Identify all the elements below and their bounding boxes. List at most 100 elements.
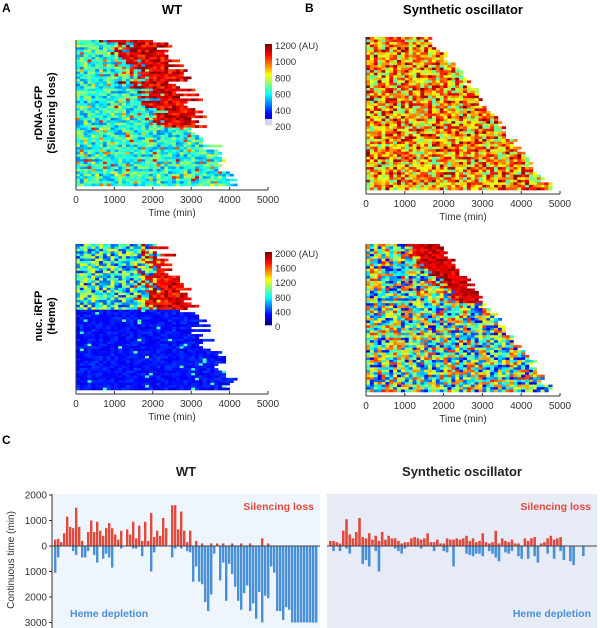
heatmap-cell [83, 312, 88, 315]
heatmap-cell [79, 297, 84, 301]
heatmap-cell [412, 75, 417, 79]
heatmap-cell [404, 156, 409, 160]
heatmap-cell [412, 98, 417, 102]
heatmap-cell [408, 133, 413, 137]
heatmap-cell [148, 74, 154, 77]
heatmap-cell [424, 159, 429, 163]
heatmap-cell [160, 336, 165, 340]
heatmap-cell [76, 302, 81, 306]
heatmap-cell [133, 93, 138, 97]
heatmap-cell [137, 285, 142, 289]
heatmap-cell [474, 169, 479, 173]
heatmap-cell [381, 141, 386, 145]
heatmap-cell [400, 62, 406, 66]
heatmap-cell [470, 149, 475, 153]
heatmap-cell [513, 177, 518, 181]
heatmap-cell [137, 297, 142, 301]
heatmap-cell [99, 297, 104, 301]
heatmap-cell [451, 184, 456, 188]
heatmap-cell [145, 110, 150, 114]
heatmap-cell [114, 251, 119, 255]
heatmap-cell [137, 54, 142, 58]
heatmap-cell [385, 187, 390, 191]
heatmap-cell [114, 282, 119, 286]
heatmap-cell [439, 149, 444, 153]
heatmap-cell [145, 108, 150, 111]
heatmap-cell [416, 54, 421, 58]
heatmap-cell [404, 164, 409, 168]
heatmap-cell [517, 164, 522, 168]
heatmap-cell [133, 95, 138, 99]
heatmap-cell [99, 299, 104, 303]
heatmap-cell [164, 59, 169, 63]
heatmap-cell [129, 66, 134, 70]
heatmap-cell [168, 151, 173, 155]
heatmap-cell [431, 59, 437, 63]
heatmap-cell [470, 161, 475, 165]
heatmap-cell [486, 151, 491, 155]
heatmap-cell [83, 113, 88, 116]
heatmap-cell [455, 88, 460, 91]
heatmap-cell [404, 75, 409, 79]
heatmap-cell [114, 113, 119, 116]
heatmap-cell [122, 91, 127, 94]
heatmap-cell [122, 287, 127, 291]
heatmap-cell [221, 176, 227, 179]
heatmap-cell [478, 149, 483, 153]
heatmap-cell [79, 64, 84, 68]
heatmap-cell [408, 75, 413, 79]
heatmap-cell [79, 244, 84, 247]
heatmap-cell [87, 125, 92, 128]
heatmap-cell [420, 42, 425, 45]
heatmap-cell [447, 65, 452, 68]
heatmap-cell [494, 126, 499, 130]
heatmap-cell [183, 312, 188, 315]
heatmap-cell [490, 151, 495, 155]
heatmap-cell [393, 98, 398, 102]
heatmap-cell [102, 147, 108, 150]
heatmap-cell [494, 128, 499, 132]
heatmap-cell [431, 82, 437, 86]
heatmap-cell [428, 100, 433, 104]
heatmap-cell [125, 244, 131, 247]
heatmap-cell [152, 173, 157, 177]
heatmap-cell [152, 64, 157, 68]
heatmap-cell [463, 80, 468, 84]
heatmap-cell [179, 287, 184, 291]
heatmap-cell [187, 98, 192, 102]
heatmap-cell [76, 154, 81, 158]
heatmap-cell [164, 125, 169, 128]
heatmap-cell [148, 331, 154, 335]
heatmap-cell [114, 49, 119, 53]
heatmap-cell [466, 151, 472, 155]
colorbar-swatch [265, 56, 272, 59]
heatmap-cell [447, 105, 452, 109]
heatmap-cell [168, 154, 173, 158]
heatmap-cell [412, 141, 417, 145]
heatmap-cell [87, 52, 92, 55]
heatmap-cell [156, 314, 161, 318]
heatmap-cell [91, 253, 96, 257]
heatmap-cell [106, 324, 111, 328]
heatmap-cell [160, 173, 165, 177]
heatmap-cell [385, 70, 390, 73]
heatmap-cell [145, 171, 150, 175]
heatmap-cell [141, 117, 146, 121]
heatmap-cell [400, 187, 406, 191]
heatmap-cell [106, 278, 111, 281]
heatmap-cell [389, 118, 394, 122]
heatmap-cell [95, 246, 100, 250]
heatmap-cell [195, 149, 200, 153]
heatmap-cell [129, 292, 134, 296]
heatmap-cell [404, 187, 409, 191]
heatmap-cell [83, 83, 88, 87]
heatmap-cell [102, 304, 108, 308]
heatmap-cell [428, 93, 433, 96]
heatmap-cell [145, 166, 150, 170]
heatmap-cell [99, 144, 104, 148]
heatmap-cell [125, 265, 131, 269]
heatmap-cell [145, 326, 150, 330]
heatmap-cell [517, 172, 522, 175]
heatmap-cell [114, 246, 119, 250]
heatmap-cell [125, 178, 131, 182]
